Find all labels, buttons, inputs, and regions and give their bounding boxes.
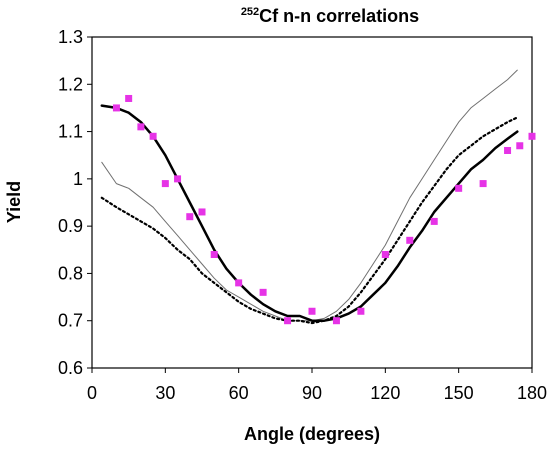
chart-title-superscript: 252 (241, 6, 259, 18)
data-point-marker (259, 288, 267, 296)
data-point-marker (125, 94, 133, 102)
y-tick-label: 0.8 (58, 263, 83, 283)
data-point-marker (174, 175, 182, 183)
data-point-marker (516, 142, 524, 150)
y-tick-label: 1 (73, 169, 83, 189)
data-point-marker (112, 104, 120, 112)
y-tick-label: 1.3 (58, 27, 83, 47)
x-tick-label: 150 (444, 383, 474, 403)
x-axis-ticks: 0 30 60 90 120 150 180 (87, 368, 547, 403)
chart-title-main: Cf n-n correlations (259, 6, 419, 26)
y-tick-label: 1.2 (58, 74, 83, 94)
data-point-marker (284, 317, 292, 325)
y-tick-label: 1.1 (58, 122, 83, 142)
x-tick-label: 180 (517, 383, 547, 403)
y-axis-title: Yield (4, 181, 24, 223)
series-line-thick-solid (100, 104, 519, 322)
x-tick-label: 30 (155, 383, 175, 403)
chart-title: 252Cf n-n correlations (241, 6, 419, 26)
data-point-marker (430, 217, 438, 225)
data-point-marker (186, 213, 194, 221)
x-axis-title: Angle (degrees) (244, 424, 380, 444)
x-tick-label: 120 (370, 383, 400, 403)
data-point-marker (479, 180, 487, 188)
data-point-marker (210, 251, 218, 259)
x-tick-label: 0 (87, 383, 97, 403)
data-point-marker (235, 279, 243, 287)
y-tick-label: 0.7 (58, 311, 83, 331)
data-point-marker (149, 132, 157, 140)
data-point-marker (406, 236, 414, 244)
plot-area (91, 36, 533, 369)
x-tick-label: 90 (302, 383, 322, 403)
data-point-marker (528, 132, 536, 140)
series-layer (100, 69, 536, 325)
data-point-marker (504, 146, 512, 154)
data-point-marker (198, 208, 206, 216)
data-point-marker (357, 307, 365, 315)
x-tick-label: 60 (229, 383, 249, 403)
y-axis-ticks: 0.6 0.7 0.8 0.9 1 1.1 1.2 1.3 (58, 27, 92, 378)
y-tick-label: 0.9 (58, 216, 83, 236)
data-point-marker (332, 317, 340, 325)
series-line-dotted (100, 116, 519, 325)
data-point-marker (381, 251, 389, 259)
data-point-marker (308, 307, 316, 315)
data-point-marker (161, 180, 169, 188)
data-point-marker (455, 184, 463, 192)
y-tick-label: 0.6 (58, 358, 83, 378)
data-point-marker (137, 123, 145, 131)
